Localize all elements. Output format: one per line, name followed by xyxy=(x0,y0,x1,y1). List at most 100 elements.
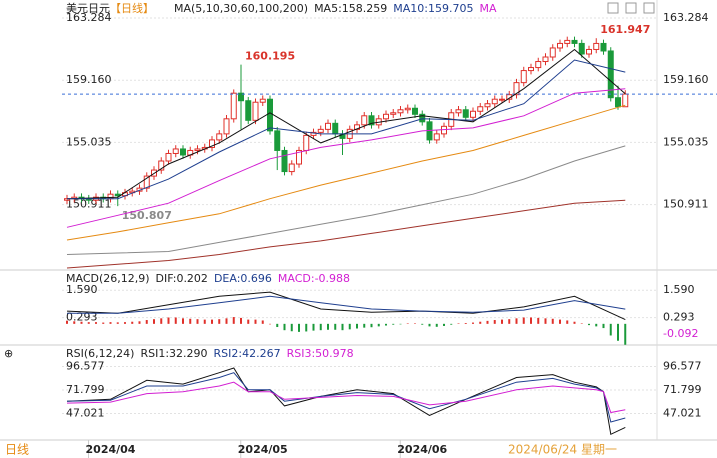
macd-bar xyxy=(298,323,300,332)
y-tick-label: 96.577 xyxy=(66,360,105,373)
candle-body xyxy=(143,175,150,189)
macd-bar xyxy=(218,319,221,324)
macd-bar xyxy=(153,319,155,324)
y-tick-label: 159.160 xyxy=(663,73,709,86)
candle-body xyxy=(564,39,571,44)
y-tick-label: 163.284 xyxy=(663,11,709,24)
candle-body xyxy=(194,148,201,151)
macd-bar xyxy=(493,320,496,324)
candle-body xyxy=(578,42,585,55)
candle-body xyxy=(383,113,389,120)
macd-bar xyxy=(559,319,561,324)
series-line xyxy=(66,367,626,436)
macd-bar xyxy=(174,317,177,324)
y-tick-label: 96.577 xyxy=(663,360,702,373)
macd-bar xyxy=(363,323,366,328)
candle-body xyxy=(470,110,476,118)
candle-body xyxy=(412,107,418,115)
macd-bar xyxy=(609,323,612,336)
macd-bar xyxy=(196,319,199,324)
series-line xyxy=(67,59,626,200)
macd-bar xyxy=(182,318,184,324)
chart-subtitle: 【日线】 xyxy=(110,1,154,15)
macd-bar xyxy=(327,323,329,330)
macd-bar xyxy=(203,319,206,324)
y-tick-label: 47.021 xyxy=(663,406,702,419)
y-tick-label: 163.284 xyxy=(66,11,112,24)
series-line xyxy=(66,199,626,269)
macd-bar xyxy=(406,323,409,324)
macd-bar xyxy=(225,318,228,324)
macd-bar xyxy=(617,323,619,341)
candle-body xyxy=(114,193,121,197)
toolbar-icons[interactable] xyxy=(607,2,655,14)
price-annotation: 150.807 xyxy=(122,209,172,222)
y-tick-label: 0.293 xyxy=(66,311,98,324)
macd-bar xyxy=(334,323,337,330)
macd-bar xyxy=(450,323,453,325)
macd-bar xyxy=(588,323,590,326)
icon[interactable] xyxy=(643,2,655,14)
macd-bar xyxy=(131,321,134,324)
candle-body xyxy=(317,128,324,133)
macd-bar xyxy=(305,323,308,332)
macd-bar xyxy=(370,323,373,328)
legend-entry: RSI(6,12,24) xyxy=(66,347,134,360)
icon[interactable] xyxy=(625,2,637,14)
macd-bar xyxy=(232,317,235,324)
candle-body xyxy=(107,193,114,200)
candle-body xyxy=(419,113,426,123)
macd-bar xyxy=(486,320,489,324)
candle-body xyxy=(542,56,549,63)
macd-bar xyxy=(95,322,97,324)
macd-bar xyxy=(247,319,250,324)
candle-body xyxy=(252,101,259,121)
y-tick-label: 159.160 xyxy=(66,73,112,86)
candle-body xyxy=(332,122,339,135)
timeframe: 日线 xyxy=(5,443,29,457)
macd-bar xyxy=(261,320,264,324)
candle-body xyxy=(477,106,484,112)
candle-body xyxy=(615,97,621,108)
candle-body xyxy=(593,42,600,50)
macd-bar xyxy=(551,318,554,324)
candle-body xyxy=(238,92,244,102)
candle-body xyxy=(499,98,505,101)
candle-body xyxy=(274,130,281,151)
y-tick-label: 150.911 xyxy=(663,198,709,211)
series-line xyxy=(66,372,626,423)
macd-bar xyxy=(479,321,482,324)
candle-body xyxy=(209,139,215,148)
macd-bar xyxy=(348,323,351,330)
macd-bar xyxy=(443,323,445,326)
candle-body xyxy=(535,61,542,69)
macd-bar xyxy=(421,323,424,325)
x-tick-label: 2024/05 xyxy=(238,443,288,456)
macd-bar xyxy=(435,323,438,327)
macd-bar xyxy=(501,319,503,324)
macd-bar xyxy=(392,323,395,325)
candle-body xyxy=(267,98,273,132)
icon[interactable] xyxy=(607,2,619,14)
candle-body xyxy=(303,134,310,151)
candle-body xyxy=(368,115,375,126)
candle-body xyxy=(158,160,165,171)
macd-bar xyxy=(414,323,416,324)
panel-handle: ⊕ xyxy=(4,347,13,360)
legend-entry: MACD:-0.988 xyxy=(278,272,350,285)
macd-bar xyxy=(211,319,213,324)
macd-bar xyxy=(472,322,474,324)
legend-entry: RSI2:42.267 xyxy=(214,347,281,360)
candle-body xyxy=(172,148,179,154)
candle-body xyxy=(223,118,230,135)
candle-body xyxy=(404,107,411,111)
legend-entry: DEA:0.696 xyxy=(214,272,272,285)
macd-bar xyxy=(116,322,119,324)
candle-body xyxy=(288,163,295,173)
macd-bar xyxy=(160,318,163,324)
macd-bar xyxy=(167,317,170,324)
macd-bar xyxy=(537,317,540,324)
candle-body xyxy=(245,100,252,121)
macd-bar xyxy=(189,318,192,324)
